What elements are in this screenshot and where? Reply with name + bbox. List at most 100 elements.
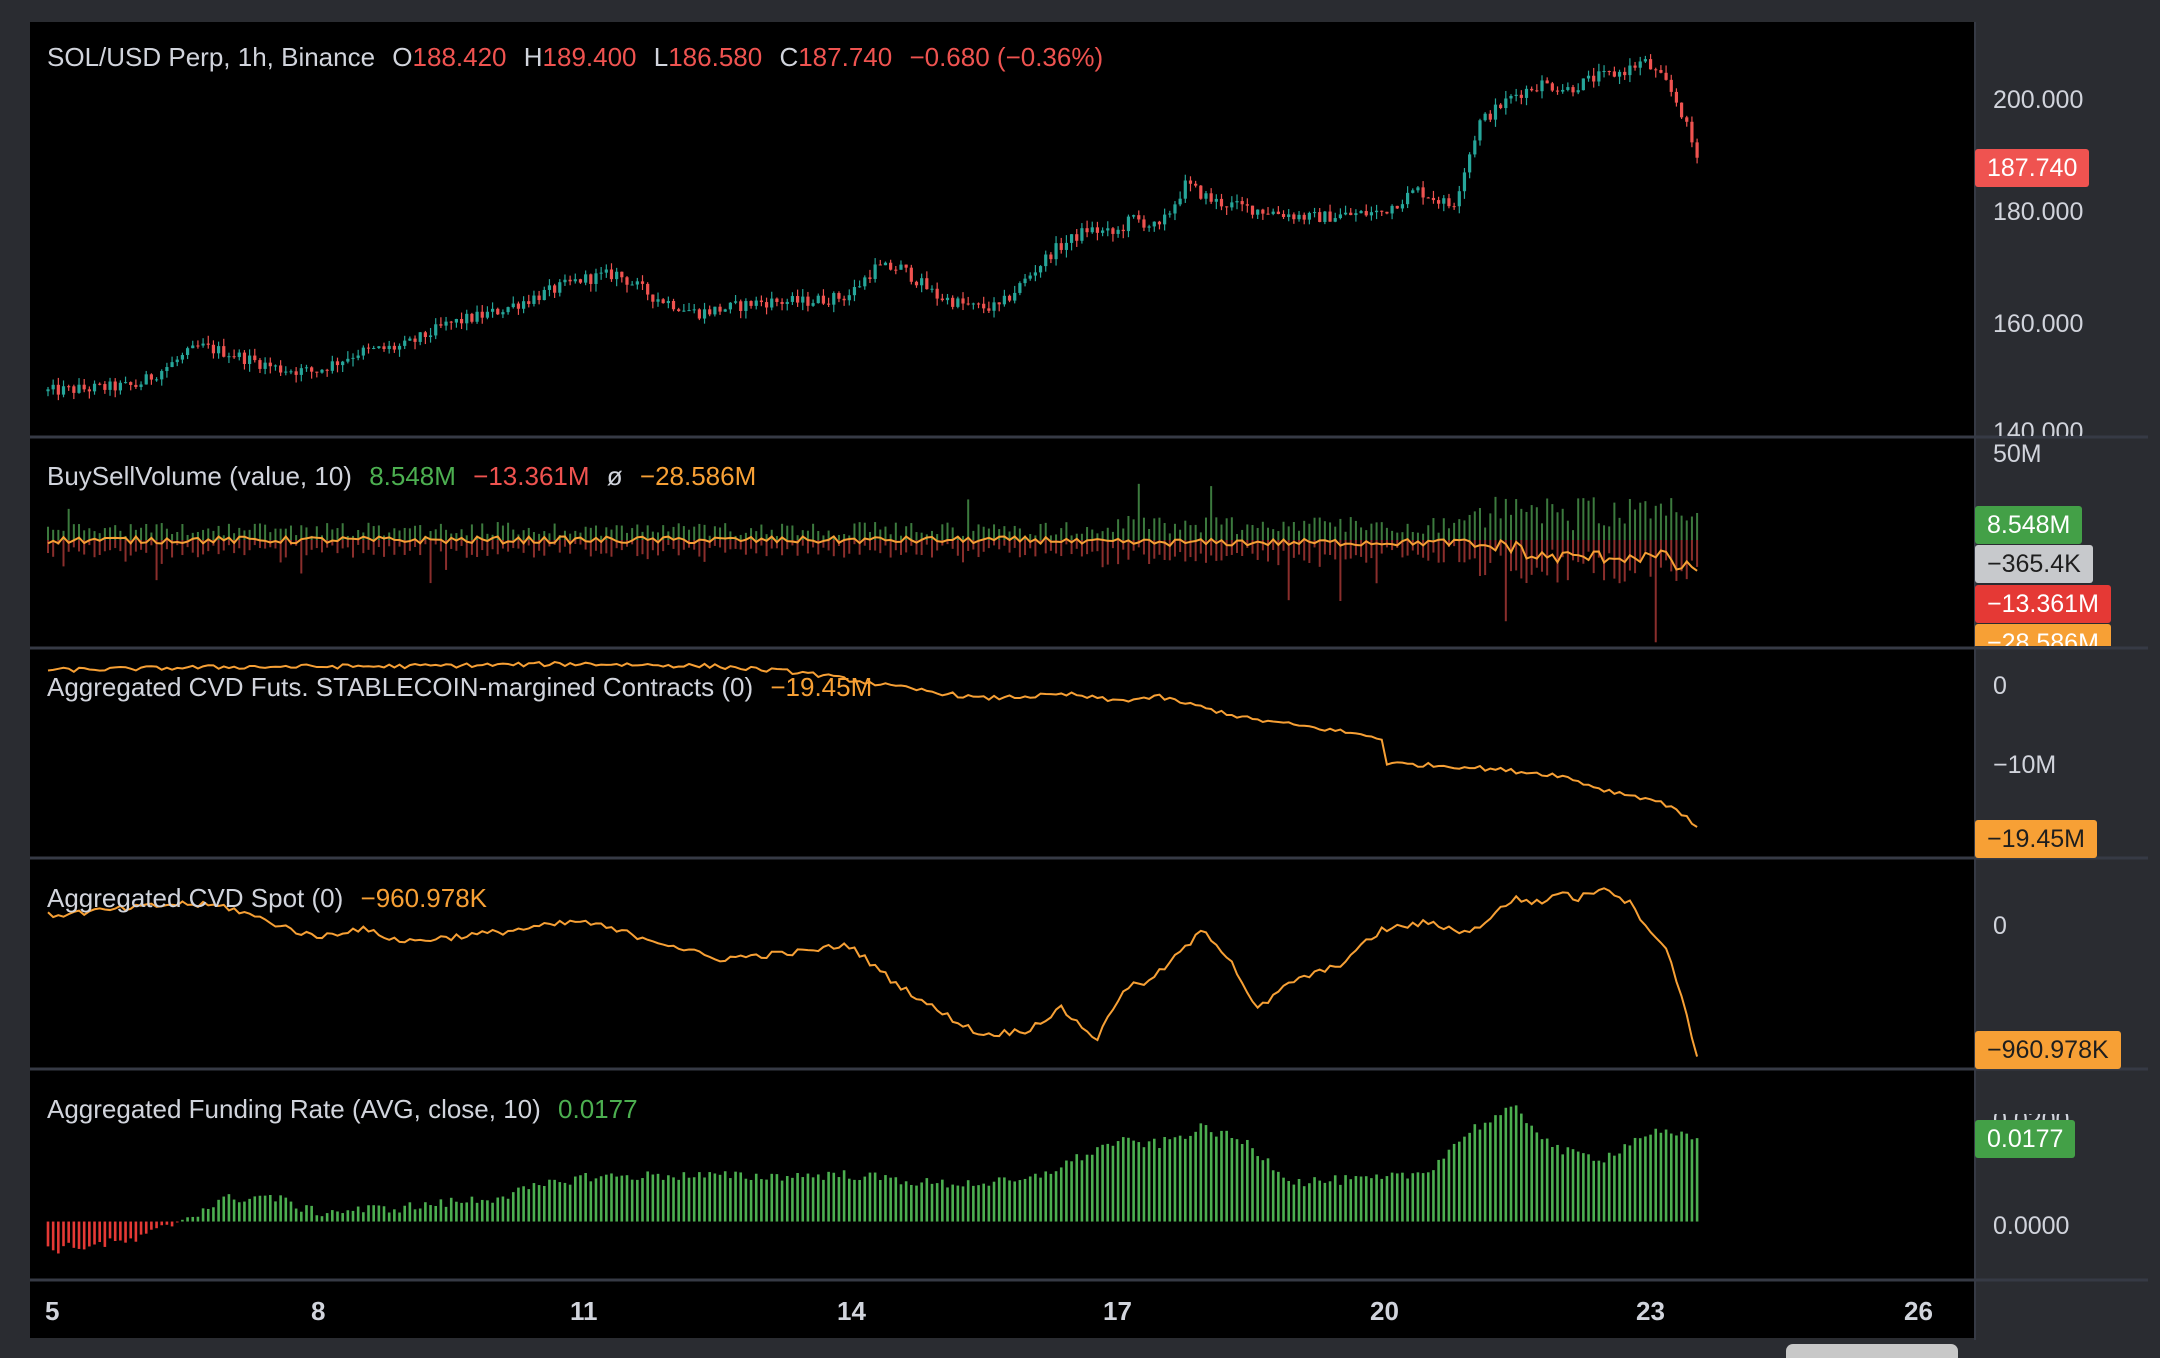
buy-volume-bar [1360,527,1363,540]
high-label: H [523,42,543,72]
cvd-spot-legend: Aggregated CVD Spot (0) −960.978K [47,883,497,914]
cvd-futs-pane[interactable] [47,661,1698,828]
buy-volume-bar [791,525,794,540]
sell-volume-bar [915,540,918,555]
funding-bar [1618,1153,1621,1222]
buy-volume-bar [1070,535,1073,540]
sell-volume-bar [1509,540,1512,572]
buy-volume-bar [1535,507,1538,540]
sell-volume-bar [481,540,484,551]
sell-volume-bar [1018,540,1021,558]
buy-volume-bar [248,529,251,540]
funding-bar [475,1202,479,1222]
sell-volume-bar [786,540,789,550]
buy-volume-bar [1091,529,1094,540]
sell-volume-bar [1148,540,1151,565]
sell-volume-bar [1106,540,1109,565]
candle-body [1178,198,1182,205]
funding-bar [553,1179,556,1222]
buy-volume-bar [300,525,303,540]
funding-bar [1178,1135,1182,1222]
buy-volume-bar [1194,524,1197,540]
funding-bar [1070,1161,1073,1222]
price-tick-label: 180.000 [1993,198,2084,226]
price-pane[interactable] [46,54,1699,401]
sell-volume-bar [109,540,112,551]
funding-bar [791,1177,794,1222]
candle-body [330,361,334,371]
funding-bar [1535,1132,1539,1222]
candle-body [785,301,789,304]
funding-bar [1328,1181,1332,1222]
funding-rate-pane[interactable] [46,1105,1699,1254]
sell-volume-bar [352,540,355,558]
buy-volume-bar [1313,517,1316,540]
buy-volume-bar [295,535,298,540]
candle-body [982,303,986,309]
candle-body [1488,113,1492,120]
candle-body [563,279,567,283]
funding-bar [1478,1129,1482,1222]
buy-volume-bar [1618,517,1621,540]
buysell-volume-pane[interactable] [47,483,1699,643]
sell-volume-bar [1608,540,1611,554]
buy-volume-bar [1365,530,1368,540]
sell-volume-bar [884,540,887,546]
buy-volume-bar [946,522,949,540]
time-scroll-handle[interactable] [1786,1344,1958,1358]
candle-body [930,288,934,290]
candle-body [304,367,309,369]
sell-volume-bar [1463,540,1466,563]
funding-bar [677,1179,680,1222]
funding-bar [1385,1176,1389,1222]
candle-body [1354,213,1358,216]
funding-bar [1359,1176,1363,1222]
buy-volume-bar [98,533,101,540]
sell-volume-bar [1597,540,1600,558]
sell-volume-bar [377,540,380,548]
candle-body [1514,94,1518,96]
sell-volume-bar [615,540,618,549]
candle-body [1183,180,1187,199]
sell-volume-bar [1091,540,1094,552]
funding-bar [951,1184,954,1222]
price-legend: SOL/USD Perp, 1h, Binance O188.420 H189.… [47,42,1113,73]
funding-bar [237,1202,241,1222]
buy-volume-bar [1287,526,1290,540]
candle-body [1219,198,1224,207]
candle-body [149,374,153,380]
buy-volume-bar [1039,523,1042,540]
sell-volume-bar [657,540,660,556]
buy-volume-bar [998,529,1001,540]
sell-volume-bar [1251,540,1254,554]
buy-volume-bar [1437,532,1440,540]
sell-volume-bar [801,540,804,546]
sell-volume-bar [222,540,225,551]
candle-body [346,358,350,362]
candle-body [1374,210,1379,213]
sell-volume-bar [1339,540,1342,602]
candle-body [216,346,221,354]
sell-volume-bar [1080,540,1083,557]
sell-volume-bar [1582,540,1585,564]
buy-volume-bar [910,523,913,540]
candle-body [1007,295,1012,301]
chart-area-bg[interactable] [30,22,1974,1338]
buy-volume-bar [806,530,809,540]
candle-body [1126,216,1131,232]
funding-bar [1199,1123,1203,1222]
cvd-spot-pane[interactable] [47,887,1699,1057]
candle-body [749,301,753,306]
funding-bar [1313,1177,1316,1222]
buy-volume-bar [1489,513,1492,540]
buy-volume-bar [1344,531,1347,540]
candle-body [832,293,836,305]
funding-bar [1680,1131,1683,1222]
buy-volume-bar [920,532,923,540]
sell-volume-bar [253,540,256,546]
time-axis-bg[interactable] [30,1282,1974,1338]
candle-body [1245,204,1249,206]
funding-bar [956,1185,960,1222]
candle-body [1597,71,1601,82]
candle-body [920,278,924,286]
